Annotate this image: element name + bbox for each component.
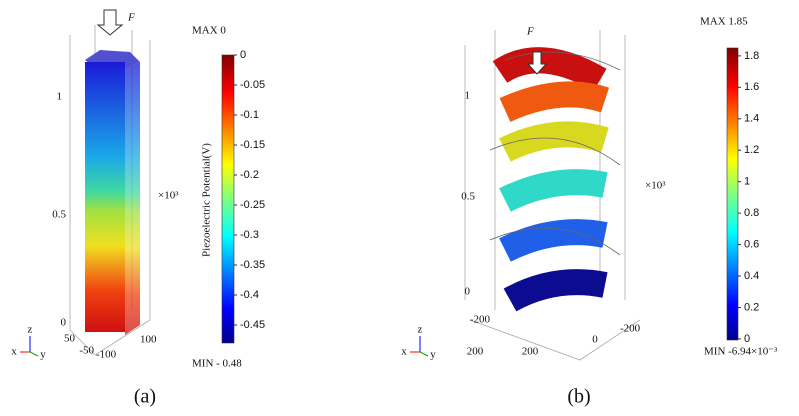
force-label: F <box>526 26 534 38</box>
colorbar-tick-label: -0.4 <box>240 289 259 301</box>
colorbar-tick-label: -0.35 <box>240 259 265 271</box>
colorbar-tick-label: 1.2 <box>744 144 759 156</box>
colorbar-tick-label: -0.1 <box>240 109 259 121</box>
colorbar-tick-label: 1.4 <box>744 113 759 125</box>
helix <box>492 47 610 312</box>
axis-label: ×10³ <box>645 180 666 192</box>
force-label: F <box>127 12 135 24</box>
colorbar-tick-label: -0.05 <box>240 79 265 91</box>
colorbar-tick-label: 0 <box>240 49 246 61</box>
colorbar-tick-label: -0.45 <box>240 319 265 331</box>
axis-label: 0.5 <box>461 191 475 203</box>
colorbar-tick-label: 0.2 <box>744 301 759 313</box>
axis-label: 0.5 <box>52 209 66 221</box>
caption: (a) <box>134 386 156 408</box>
axis-label: -200 <box>620 323 641 335</box>
axis-label: 200 <box>467 346 484 358</box>
colorbar-tick-label: 0.6 <box>744 238 759 250</box>
colorbar-title: Piezoelectric Potential(V) <box>201 143 213 257</box>
colorbar-tick-label: 0.8 <box>744 207 759 219</box>
prism-side <box>125 62 140 335</box>
axis-label: 0 <box>61 317 67 329</box>
colorbar-tick-label: -0.2 <box>240 169 259 181</box>
triad-label: y <box>40 349 46 361</box>
max-label: MAX 0 <box>192 25 226 37</box>
caption: (b) <box>567 386 590 408</box>
colorbar-tick-label: -0.15 <box>240 139 265 151</box>
triad-label: x <box>11 346 17 358</box>
colorbar <box>726 47 739 341</box>
colorbar <box>221 54 235 344</box>
min-label: MIN - 0.48 <box>192 358 242 370</box>
axis-label: 0 <box>465 286 471 298</box>
colorbar-tick-label: -0.25 <box>240 199 265 211</box>
triad-label: z <box>28 324 33 336</box>
colorbar-tick-label: 1 <box>744 176 750 188</box>
colorbar-tick-label: 1.6 <box>744 81 759 93</box>
colorbar-tick-label: -0.3 <box>240 229 259 241</box>
triad: z x y <box>401 324 436 361</box>
triad-label: z <box>418 324 423 336</box>
axis-label: 1 <box>57 91 63 103</box>
prism-front <box>85 62 125 332</box>
axis-label: 200 <box>522 346 539 358</box>
triad: z x y <box>11 324 46 361</box>
axis-label: 0 <box>592 334 598 346</box>
colorbar-tick-label: 0.4 <box>744 270 759 282</box>
min-label: MIN -6.94×10⁻³ <box>704 346 778 358</box>
panel-a: F 1 0.5 0 ×10³ 50 -50 -100 100 z x y MAX… <box>11 9 265 408</box>
axis-label: -200 <box>470 314 491 326</box>
axis-label: 50 <box>64 333 76 345</box>
helix-line <box>489 51 621 256</box>
colorbar-tick-label: 0 <box>744 333 750 345</box>
axis-label: 1 <box>465 90 471 102</box>
triad-label: y <box>430 349 436 361</box>
panel-b: F 1 0.5 0 ×10³ -200 200 200 0 -200 z x y… <box>401 16 778 408</box>
max-label: MAX 1.85 <box>700 16 748 28</box>
axis-label: 100 <box>140 334 157 346</box>
force-arrow <box>96 9 124 36</box>
axis-label: ×10³ <box>158 190 179 202</box>
colorbar-tick-label: 1.8 <box>744 50 759 62</box>
axis-label: -100 <box>96 349 117 361</box>
wireframe <box>464 30 641 361</box>
triad-label: x <box>401 346 407 358</box>
axis-label: -50 <box>79 345 94 357</box>
force-arrow <box>526 51 548 75</box>
